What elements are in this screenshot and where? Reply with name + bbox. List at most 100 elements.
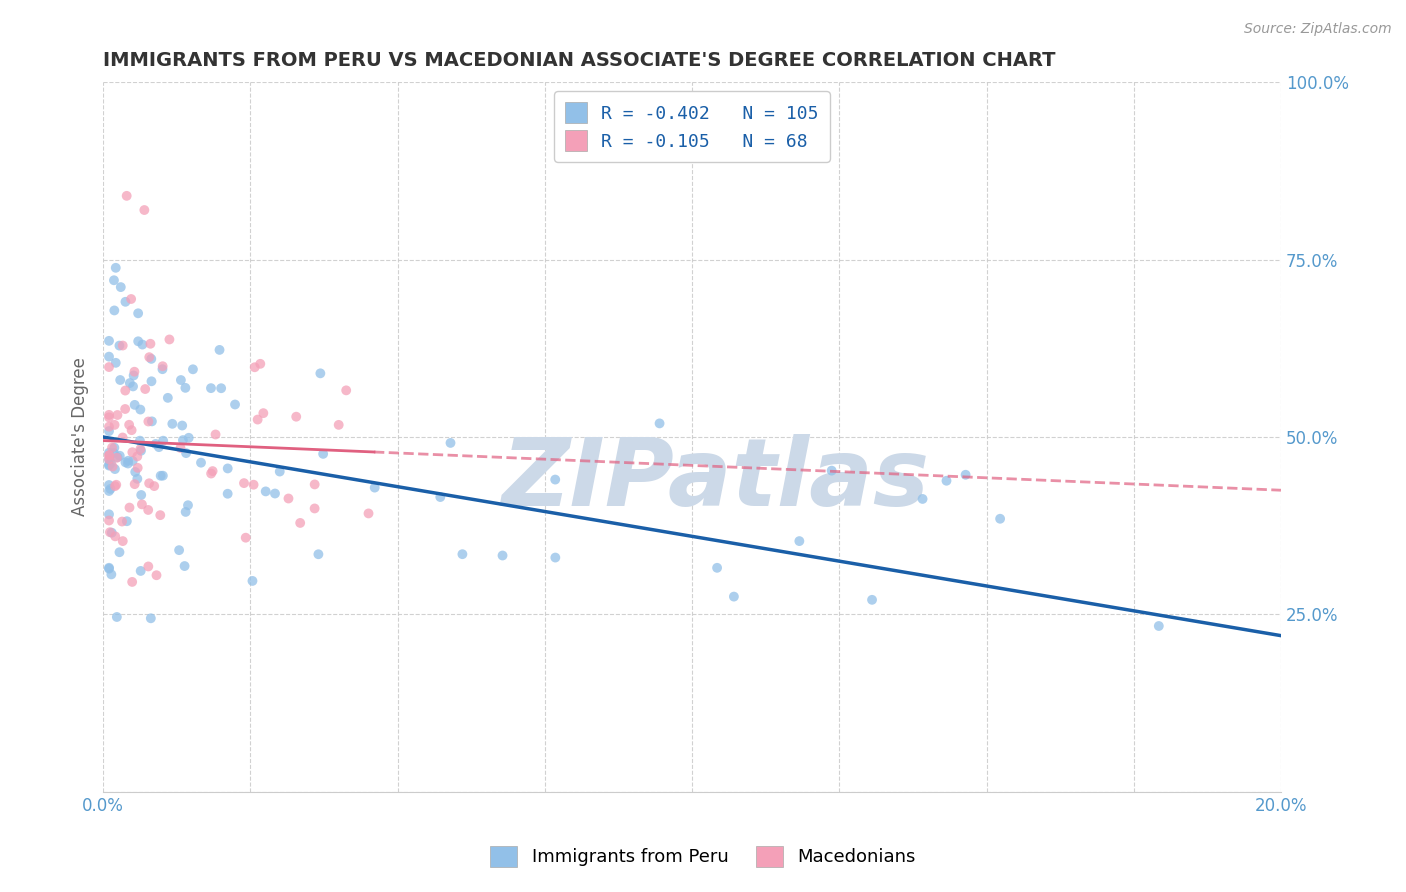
Point xyxy=(98,360,121,375)
Point xyxy=(98,446,121,460)
Point xyxy=(124,365,146,379)
Point xyxy=(111,338,134,352)
Point xyxy=(127,450,149,464)
Point xyxy=(129,442,152,457)
Point xyxy=(98,408,121,422)
Point xyxy=(145,568,167,582)
Point xyxy=(141,414,163,428)
Point xyxy=(177,431,200,445)
Text: IMMIGRANTS FROM PERU VS MACEDONIAN ASSOCIATE'S DEGREE CORRELATION CHART: IMMIGRANTS FROM PERU VS MACEDONIAN ASSOC… xyxy=(103,51,1056,70)
Point xyxy=(120,292,142,306)
Point xyxy=(131,337,153,351)
Point xyxy=(98,525,121,540)
Point xyxy=(152,468,174,483)
Point xyxy=(209,381,232,395)
Point xyxy=(105,610,128,624)
Point xyxy=(264,486,287,500)
Point xyxy=(911,491,934,506)
Point xyxy=(988,512,1011,526)
Point xyxy=(111,515,134,529)
Point xyxy=(103,417,125,432)
Point xyxy=(98,419,121,434)
Point xyxy=(285,409,308,424)
Point xyxy=(304,477,326,491)
Point xyxy=(122,368,145,383)
Point xyxy=(134,382,156,396)
Point xyxy=(544,550,567,565)
Point xyxy=(98,478,121,492)
Point xyxy=(174,446,197,460)
Point xyxy=(201,464,224,478)
Point xyxy=(217,461,239,475)
Point xyxy=(246,412,269,426)
Point xyxy=(98,448,121,462)
Point xyxy=(173,559,195,574)
Point xyxy=(100,525,122,540)
Point xyxy=(114,384,136,398)
Point xyxy=(98,508,121,522)
Point xyxy=(100,456,122,470)
Point xyxy=(335,384,357,398)
Point xyxy=(118,376,141,390)
Y-axis label: Associate's Degree: Associate's Degree xyxy=(72,358,89,516)
Point xyxy=(243,360,266,375)
Point xyxy=(129,402,152,417)
Point xyxy=(141,374,163,388)
Point xyxy=(955,467,977,482)
Point xyxy=(152,362,174,376)
Point xyxy=(118,417,141,432)
Point xyxy=(706,561,728,575)
Point xyxy=(363,481,385,495)
Point xyxy=(254,484,277,499)
Point xyxy=(307,547,329,561)
Point xyxy=(98,514,121,528)
Point xyxy=(208,343,231,357)
Point xyxy=(148,440,170,454)
Point xyxy=(107,408,129,422)
Point xyxy=(328,417,350,432)
Point xyxy=(121,445,143,459)
Point xyxy=(156,391,179,405)
Point xyxy=(544,473,567,487)
Point xyxy=(249,357,271,371)
Point xyxy=(127,472,149,486)
Point xyxy=(1147,619,1170,633)
Point xyxy=(134,202,156,217)
Point xyxy=(136,559,159,574)
Point xyxy=(98,561,121,575)
Point xyxy=(860,592,883,607)
Point xyxy=(169,441,191,455)
Point xyxy=(138,350,160,364)
Point xyxy=(103,273,125,287)
Point xyxy=(103,446,125,460)
Point xyxy=(115,514,138,528)
Point xyxy=(304,501,326,516)
Point xyxy=(98,458,121,472)
Point xyxy=(121,423,143,437)
Text: Source: ZipAtlas.com: Source: ZipAtlas.com xyxy=(1244,22,1392,37)
Point xyxy=(152,359,174,374)
Point xyxy=(162,417,184,431)
Point xyxy=(157,333,180,347)
Point xyxy=(114,455,136,469)
Point xyxy=(98,452,121,467)
Point xyxy=(439,436,461,450)
Point xyxy=(167,543,190,558)
Point xyxy=(170,373,193,387)
Point xyxy=(143,479,166,493)
Point xyxy=(139,611,162,625)
Point xyxy=(104,462,127,476)
Point xyxy=(98,452,121,467)
Point xyxy=(108,449,131,463)
Point xyxy=(141,351,163,366)
Point xyxy=(118,500,141,515)
Point xyxy=(100,482,122,496)
Point xyxy=(98,350,121,364)
Point xyxy=(252,406,274,420)
Point xyxy=(105,477,128,491)
Point xyxy=(124,465,146,479)
Point xyxy=(129,434,152,448)
Point xyxy=(312,447,335,461)
Point xyxy=(224,397,246,411)
Legend: Immigrants from Peru, Macedonians: Immigrants from Peru, Macedonians xyxy=(484,838,922,874)
